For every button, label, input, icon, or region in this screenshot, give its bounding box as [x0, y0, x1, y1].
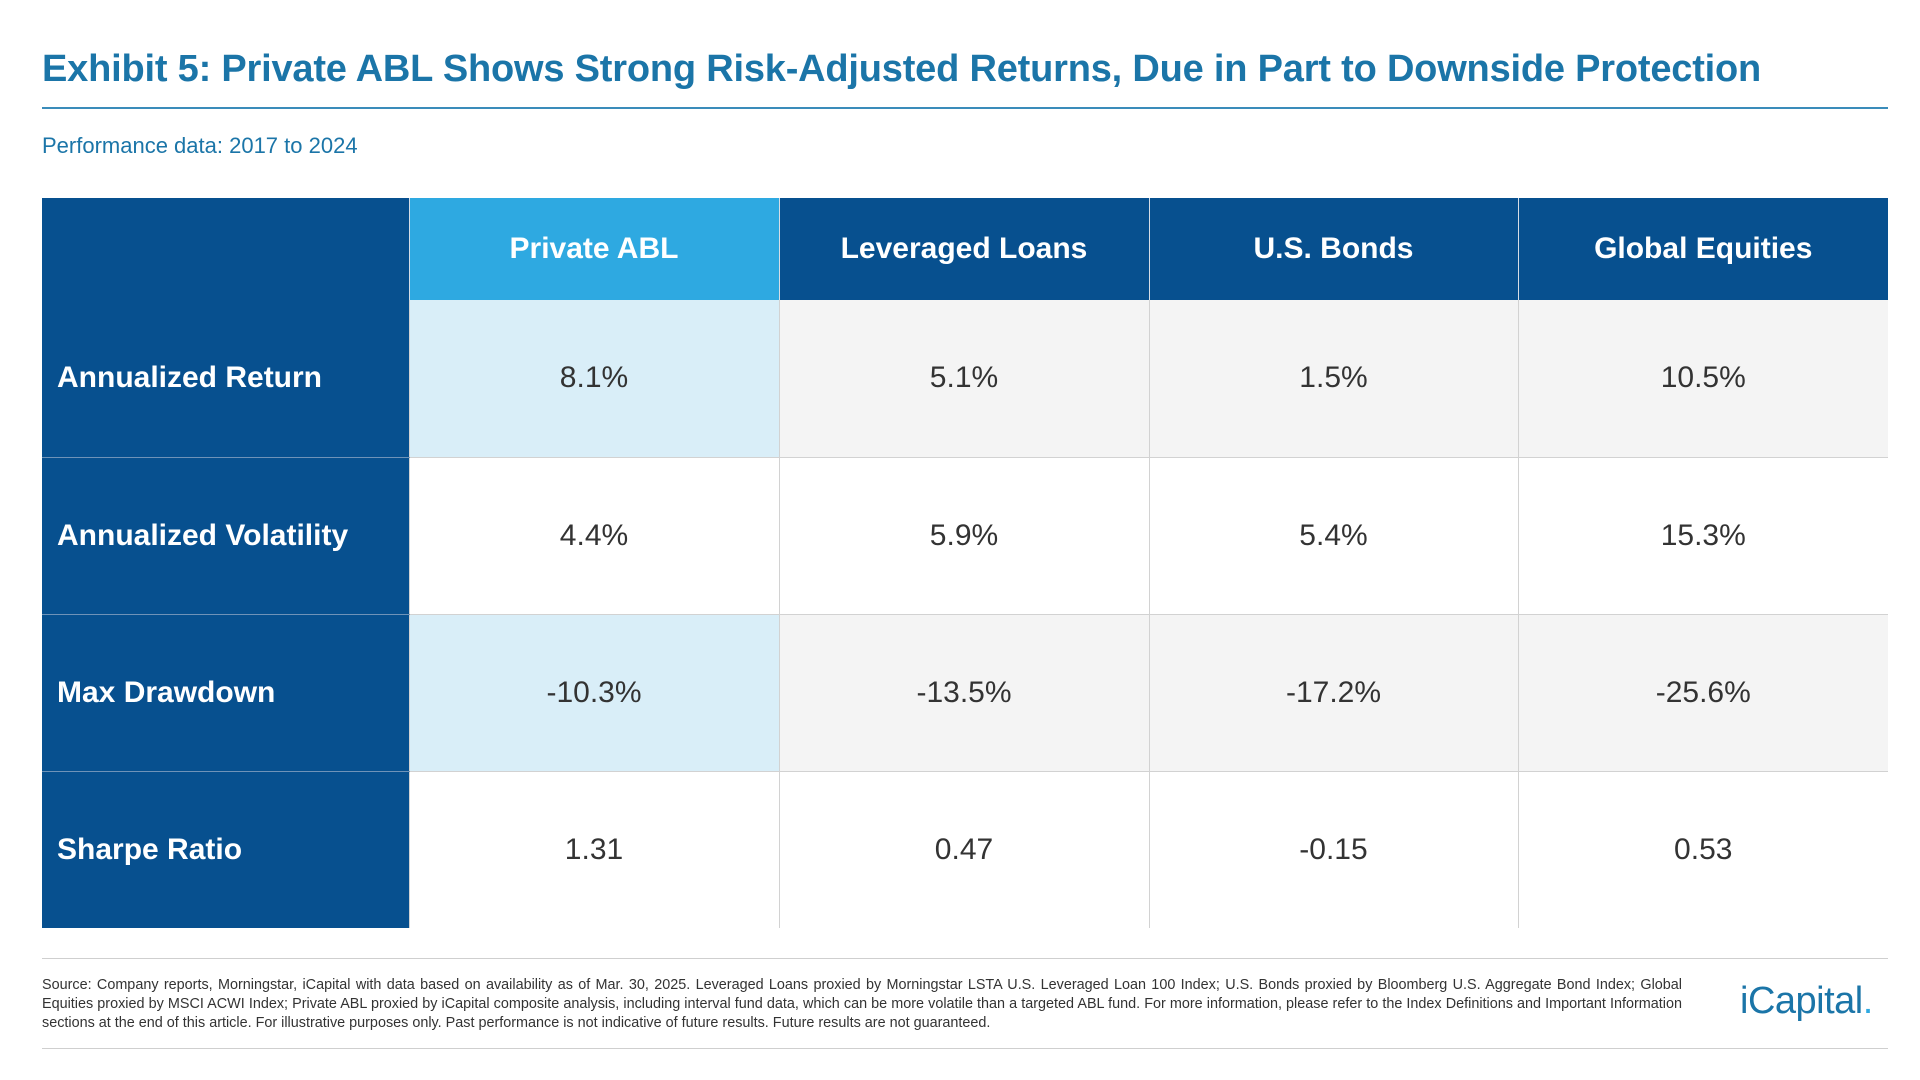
- cell-private-abl-sharpe: 1.31: [408, 771, 779, 928]
- row-label-annualized-return: Annualized Return: [42, 300, 409, 458]
- cell-private-abl-return: 8.1%: [408, 300, 779, 458]
- cell-private-abl-drawdown: -10.3%: [408, 614, 779, 772]
- cell-leveraged-loans-sharpe: 0.47: [778, 771, 1149, 928]
- table-row-annualized-volatility: Annualized Volatility 4.4% 5.9% 5.4% 15.…: [42, 457, 1888, 615]
- title-divider: [42, 107, 1888, 109]
- cell-private-abl-volatility: 4.4%: [408, 457, 779, 615]
- table-header-row: Private ABL Leveraged Loans U.S. Bonds G…: [42, 198, 1888, 300]
- source-footnote: Source: Company reports, Morningstar, iC…: [42, 977, 1682, 1031]
- table-row-sharpe-ratio: Sharpe Ratio 1.31 0.47 -0.15 0.53: [42, 771, 1888, 928]
- table-row-max-drawdown: Max Drawdown -10.3% -13.5% -17.2% -25.6%: [42, 614, 1888, 772]
- cell-us-bonds-volatility: 5.4%: [1148, 457, 1518, 615]
- logo-text: iCapital: [1740, 980, 1863, 1022]
- row-label-max-drawdown: Max Drawdown: [42, 614, 409, 772]
- cell-us-bonds-return: 1.5%: [1148, 300, 1518, 458]
- icapital-logo: iCapital.: [1740, 980, 1873, 1023]
- table-row-annualized-return: Annualized Return 8.1% 5.1% 1.5% 10.5%: [42, 300, 1888, 458]
- column-header-us-bonds: U.S. Bonds: [1148, 198, 1518, 300]
- cell-us-bonds-sharpe: -0.15: [1148, 771, 1518, 928]
- header-corner-cell: [42, 198, 409, 300]
- cell-leveraged-loans-drawdown: -13.5%: [778, 614, 1149, 772]
- footer-divider-bottom: [42, 1048, 1888, 1049]
- column-header-global-equities: Global Equities: [1517, 198, 1888, 300]
- page-subtitle: Performance data: 2017 to 2024: [42, 133, 358, 158]
- cell-global-equities-sharpe: 0.53: [1517, 771, 1888, 928]
- cell-global-equities-drawdown: -25.6%: [1517, 614, 1888, 772]
- cell-leveraged-loans-volatility: 5.9%: [778, 457, 1149, 615]
- cell-leveraged-loans-return: 5.1%: [778, 300, 1149, 458]
- page-title: Exhibit 5: Private ABL Shows Strong Risk…: [42, 48, 1762, 90]
- performance-table: Private ABL Leveraged Loans U.S. Bonds G…: [42, 198, 1888, 928]
- cell-us-bonds-drawdown: -17.2%: [1148, 614, 1518, 772]
- logo-dot: .: [1862, 980, 1874, 1022]
- row-label-annualized-volatility: Annualized Volatility: [42, 457, 409, 615]
- cell-global-equities-return: 10.5%: [1517, 300, 1888, 458]
- cell-global-equities-volatility: 15.3%: [1517, 457, 1888, 615]
- row-label-sharpe-ratio: Sharpe Ratio: [42, 771, 409, 928]
- footer-divider-top: [42, 958, 1888, 959]
- column-header-leveraged-loans: Leveraged Loans: [778, 198, 1149, 300]
- column-header-private-abl: Private ABL: [408, 198, 779, 300]
